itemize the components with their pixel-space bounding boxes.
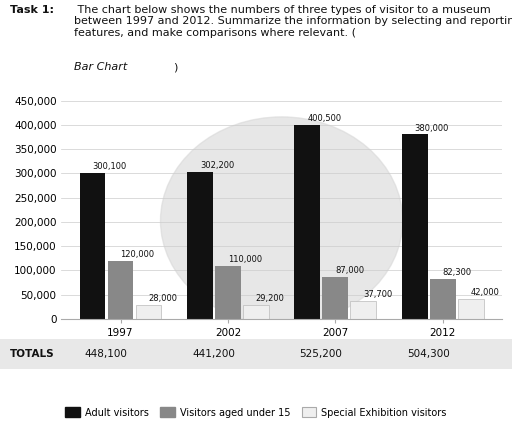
Text: TOTALS: TOTALS (10, 349, 55, 359)
Text: 28,000: 28,000 (148, 295, 178, 303)
Legend: Adult visitors, Visitors aged under 15, Special Exhibition visitors: Adult visitors, Visitors aged under 15, … (61, 403, 451, 422)
Bar (430, 279, 456, 319)
Bar (458, 298, 483, 319)
Text: 42,000: 42,000 (471, 288, 500, 297)
Bar (402, 135, 428, 319)
Text: ): ) (173, 62, 178, 73)
Text: 400,500: 400,500 (307, 114, 342, 123)
FancyBboxPatch shape (0, 339, 512, 369)
Text: The chart below shows the numbers of three types of visitor to a museum
between : The chart below shows the numbers of thr… (74, 5, 512, 38)
Ellipse shape (161, 117, 403, 324)
Text: 504,300: 504,300 (407, 349, 450, 359)
Text: 380,000: 380,000 (415, 124, 449, 132)
Text: 82,300: 82,300 (443, 268, 472, 277)
Text: 525,200: 525,200 (300, 349, 343, 359)
Bar (108, 261, 134, 319)
Text: 448,100: 448,100 (84, 349, 127, 359)
Bar (136, 305, 161, 319)
Text: 302,200: 302,200 (200, 161, 234, 170)
Text: 441,200: 441,200 (192, 349, 235, 359)
Bar (187, 172, 213, 319)
Text: 300,100: 300,100 (93, 163, 127, 171)
Bar (243, 305, 269, 319)
Bar (294, 125, 321, 319)
Text: 110,000: 110,000 (228, 255, 262, 264)
Bar (350, 301, 376, 319)
Bar (215, 266, 241, 319)
Text: 29,200: 29,200 (256, 294, 285, 303)
Text: Task 1:: Task 1: (10, 5, 54, 15)
Text: Bar Chart: Bar Chart (74, 62, 127, 73)
Bar (323, 277, 348, 319)
Bar (80, 173, 105, 319)
Text: 120,000: 120,000 (120, 250, 155, 259)
Text: 37,700: 37,700 (363, 290, 393, 299)
Text: 87,000: 87,000 (335, 266, 365, 275)
